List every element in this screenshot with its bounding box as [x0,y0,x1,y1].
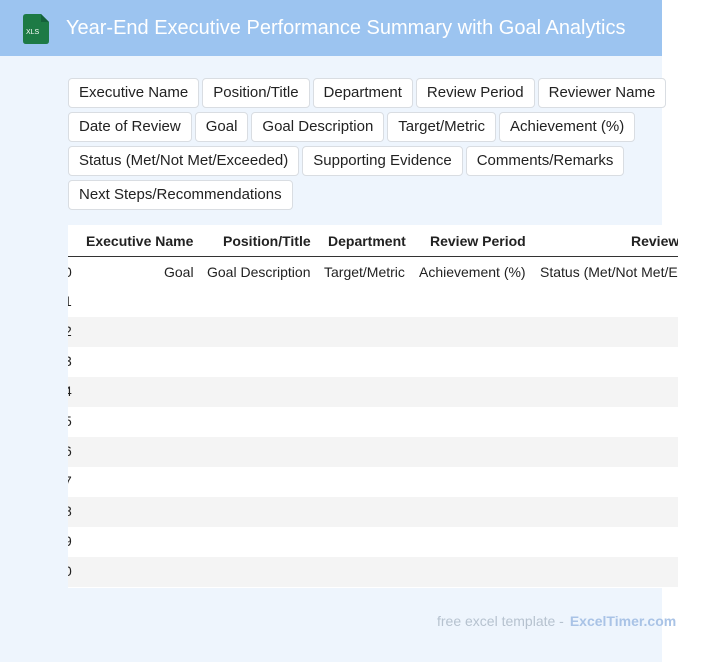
data-table: Executive Name Position/Title Department… [68,225,678,588]
table-row: 6 [68,437,678,467]
table-row: 5 [68,407,678,437]
table-cell: Goal [164,264,194,280]
table-cell: Achievement (%) [419,264,526,280]
column-header: Executive Name [86,233,194,249]
table-cell: Target/Metric [324,264,405,280]
table-row: 7 [68,467,678,497]
field-tag[interactable]: Goal [194,112,249,142]
field-tag[interactable]: Target/Metric [387,112,496,142]
footer-brand-link[interactable]: ExcelTimer.com [569,613,677,629]
column-header: Review Period [430,233,526,249]
field-tag[interactable]: Status (Met/Not Met/Exceeded) [68,146,300,176]
column-header: Position/Title [223,233,311,249]
row-number: 5 [68,413,72,429]
field-tag[interactable]: Reviewer Name [537,78,667,108]
row-number: 8 [68,503,72,519]
row-number: 9 [68,533,72,549]
table-cell: Status (Met/Not Met/E [540,264,678,280]
field-tag[interactable]: Position/Title [202,78,310,108]
field-tag[interactable]: Comments/Remarks [465,146,625,176]
field-tag[interactable]: Date of Review [68,112,192,142]
column-header: Department [328,233,406,249]
page-title: Year-End Executive Performance Summary w… [66,17,626,39]
row-number: 3 [68,353,72,369]
field-tag[interactable]: Goal Description [251,112,385,142]
table-row: 3 [68,347,678,377]
footer-credit: free excel template - ExcelTimer.com [437,613,676,629]
table-cell: Goal Description [207,264,311,280]
field-tag[interactable]: Executive Name [68,78,200,108]
row-number: 1 [68,293,72,309]
column-header: Review [631,233,678,249]
table-row: 0 Goal Goal Description Target/Metric Ac… [68,257,678,287]
row-number: 7 [68,473,72,489]
table-row: 1 [68,287,678,317]
table-row: 9 [68,527,678,557]
table-row: 0 [68,557,678,587]
row-number: 0 [68,563,72,579]
row-number: 4 [68,383,72,399]
excel-file-icon: XLS [23,14,49,44]
field-tag[interactable]: Department [312,78,413,108]
field-tag[interactable]: Review Period [415,78,535,108]
field-tag-list: Executive Name Position/Title Department… [68,78,668,210]
table-row: 4 [68,377,678,407]
table-row: 8 [68,497,678,527]
xls-icon-label: XLS [26,29,40,36]
footer-text: free excel template - [437,613,564,629]
field-tag[interactable]: Supporting Evidence [302,146,463,176]
table-header-row: Executive Name Position/Title Department… [68,225,678,257]
page-header: XLS Year-End Executive Performance Summa… [0,0,662,56]
row-number: 0 [68,264,72,280]
row-number: 2 [68,323,72,339]
field-tag[interactable]: Achievement (%) [499,112,636,142]
field-tag[interactable]: Next Steps/Recommendations [68,180,293,210]
row-number: 6 [68,443,72,459]
table-row: 2 [68,317,678,347]
